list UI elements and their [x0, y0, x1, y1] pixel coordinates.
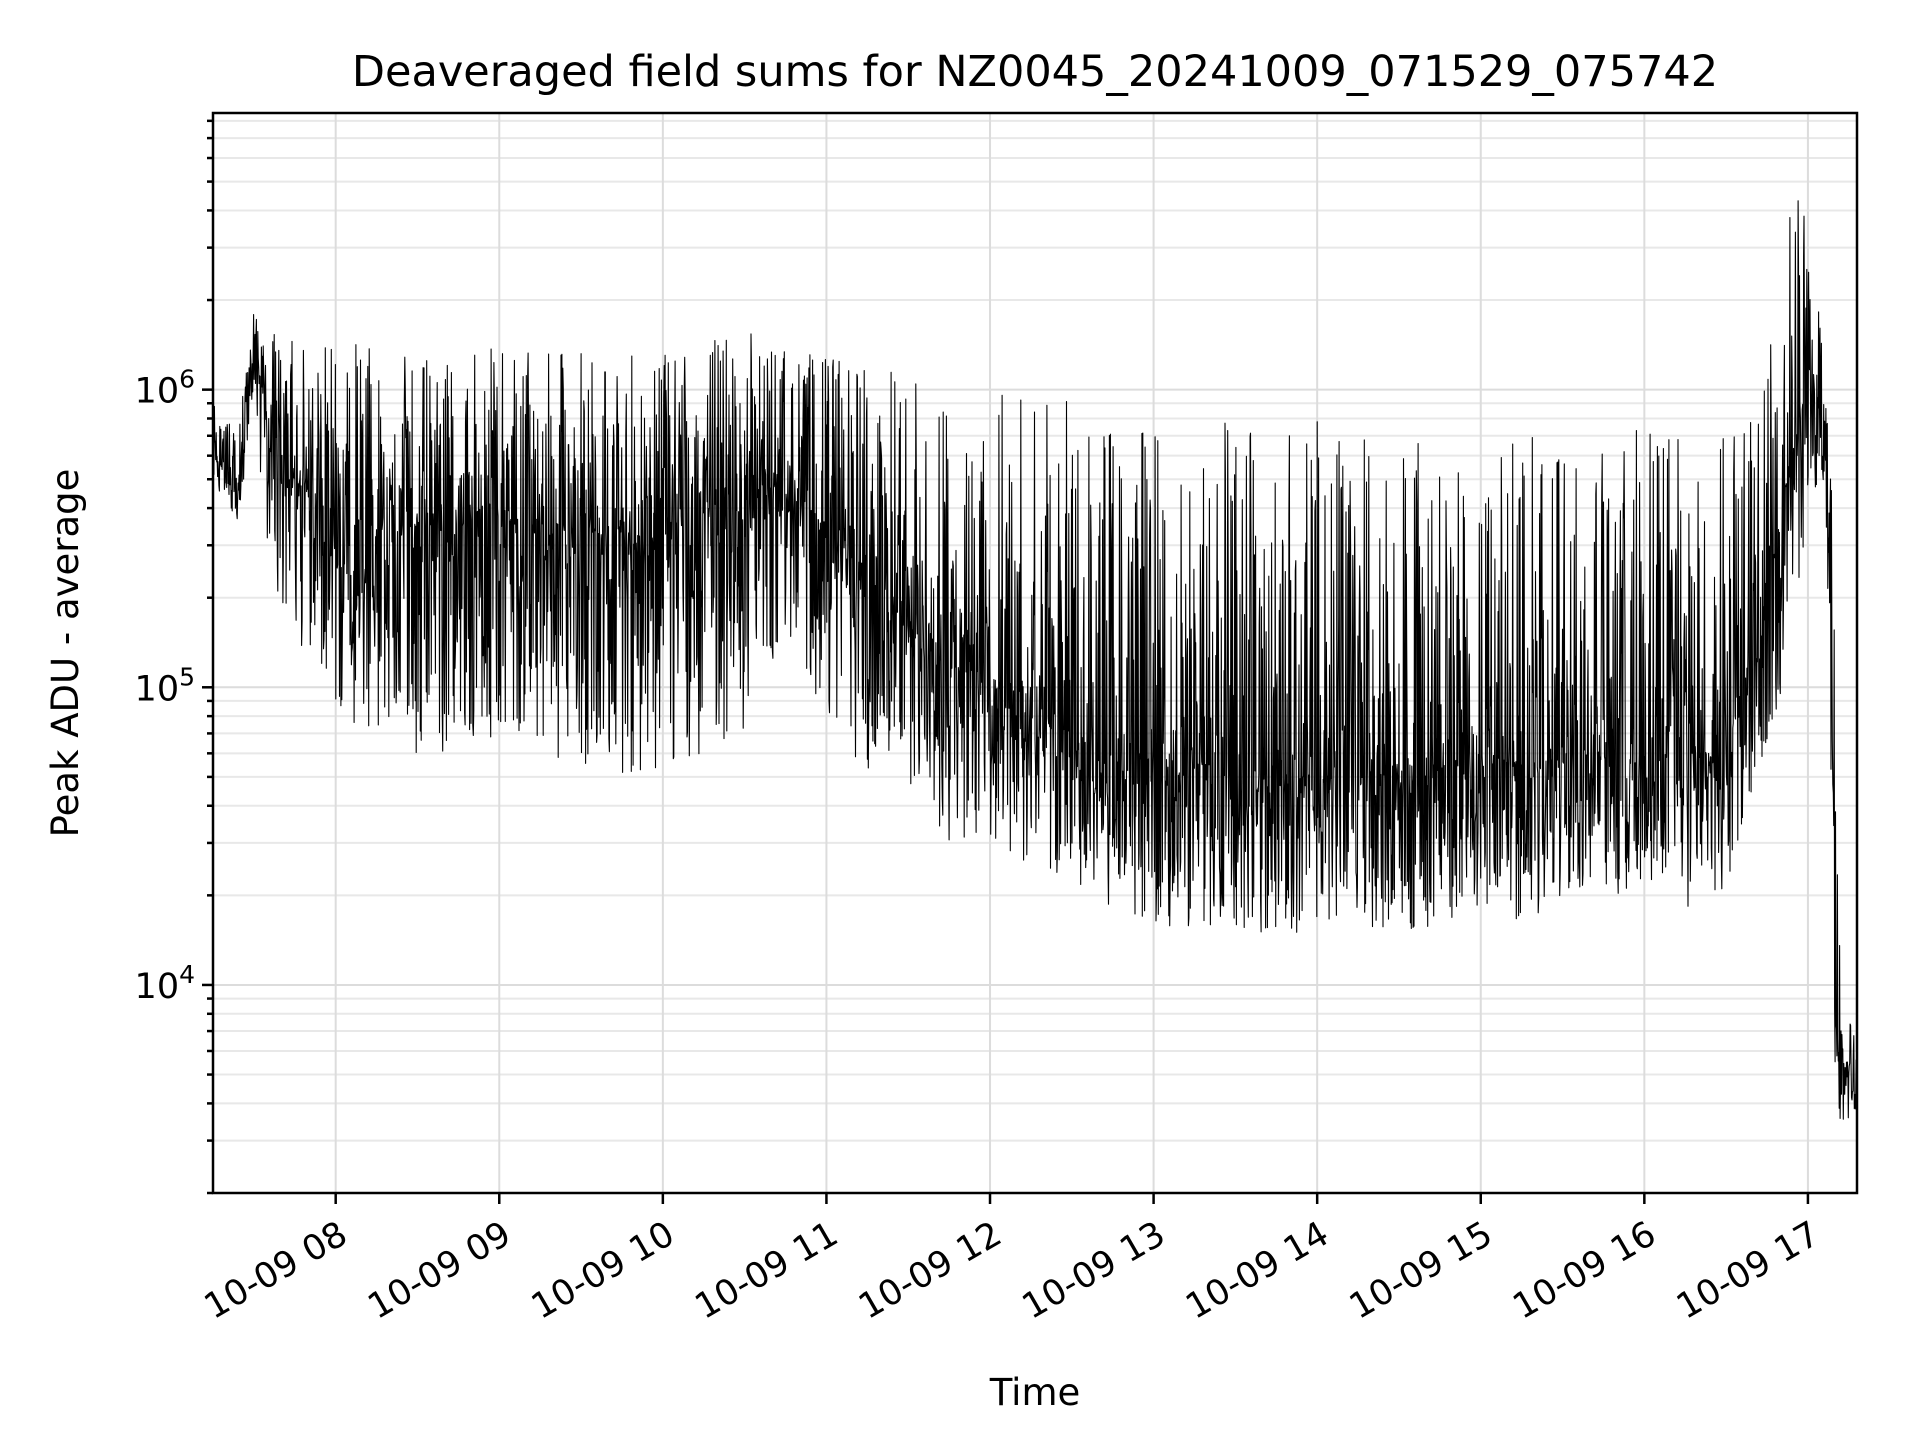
y-tick-label: 106: [135, 365, 195, 412]
plot-frame: [211, 111, 1859, 1195]
y-tick-label: 104: [135, 960, 195, 1007]
chart-title: Deaveraged field sums for NZ0045_2024100…: [352, 47, 1718, 97]
series-line: [212, 200, 1858, 1120]
x-axis-label: Time: [989, 1371, 1081, 1414]
y-axis-label: Peak ADU - average: [44, 469, 87, 838]
y-tick-label: 105: [135, 662, 195, 709]
series-layer: [212, 200, 1858, 1120]
